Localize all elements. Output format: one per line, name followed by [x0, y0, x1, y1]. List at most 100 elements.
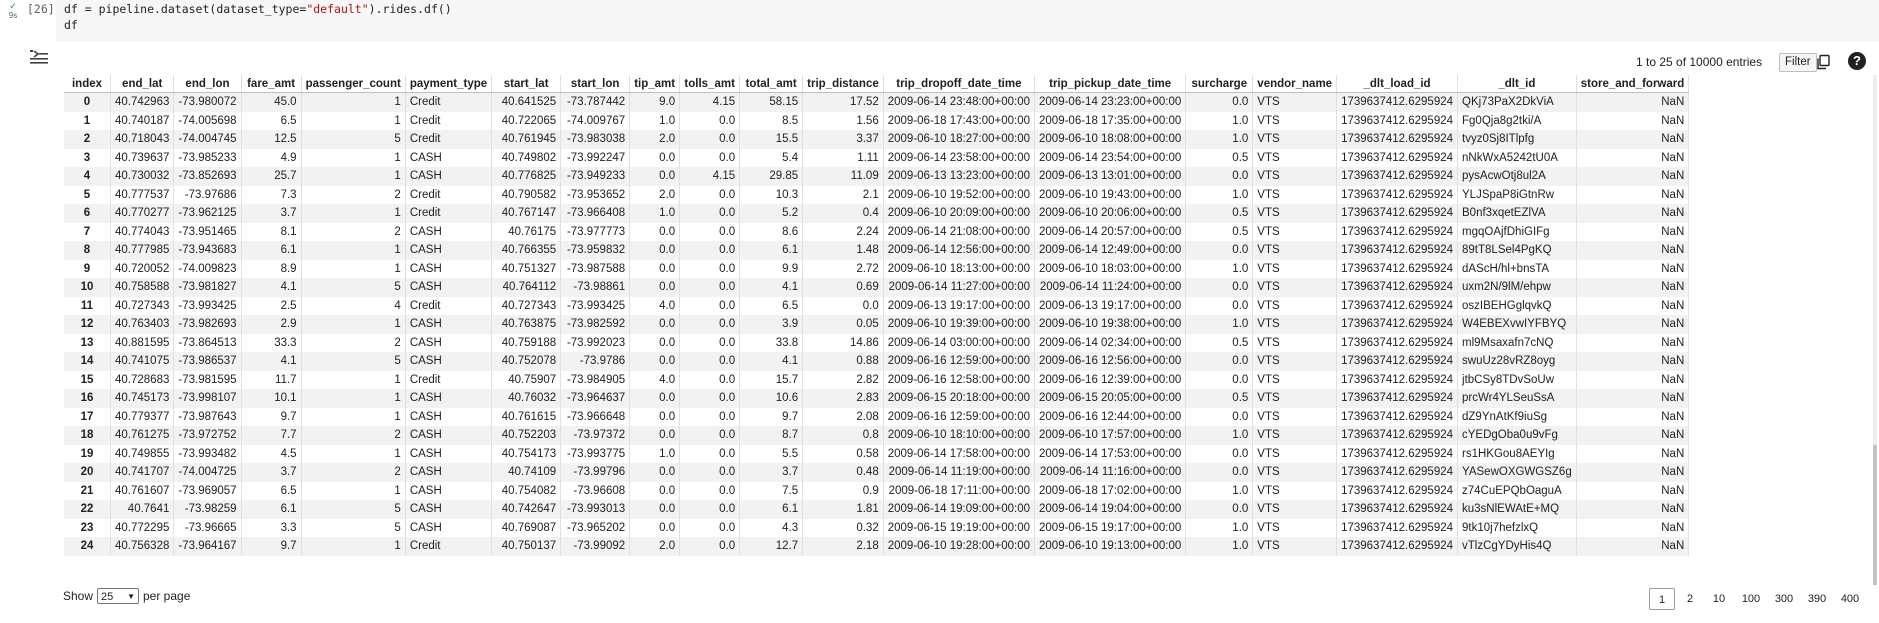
table-cell: 40.752203 — [491, 426, 562, 445]
table-cell: 2009-06-15 20:05:00+00:00 — [1034, 389, 1187, 408]
table-cell: CASH — [405, 333, 493, 352]
table-cell: 2009-06-14 23:48:00+00:00 — [883, 92, 1036, 112]
table-cell: 2009-06-13 13:23:00+00:00 — [883, 167, 1036, 186]
table-cell: 0.0 — [1185, 296, 1254, 315]
table-cell: 40.742963 — [110, 92, 175, 112]
table-cell: 40.722065 — [491, 111, 562, 130]
code-line-1: df = pipeline.dataset(dataset_type="defa… — [64, 2, 452, 17]
table-row: 2 40.718043 -74.004745 12.5 5 Credit 40.761945… — [64, 130, 1690, 149]
column-header-end-lat[interactable]: end_lat — [110, 75, 175, 93]
column-header-fare-amt[interactable]: fare_amt — [241, 75, 302, 93]
column-header-dlt-id[interactable]: _dlt_id — [1457, 75, 1577, 93]
table-cell: 5.4 — [739, 148, 804, 167]
column-header-tolls-amt[interactable]: tolls_amt — [679, 75, 741, 93]
row-index: 5 — [64, 185, 111, 204]
table-cell: 0.0 — [679, 259, 741, 278]
table-cell: 2009-06-14 17:53:00+00:00 — [1034, 444, 1187, 463]
column-header-total-amt[interactable]: total_amt — [739, 75, 804, 93]
table-cell: 10.3 — [739, 185, 804, 204]
table-cell: 1739637412.6295924 — [1336, 278, 1459, 297]
table-cell: 1739637412.6295924 — [1336, 333, 1459, 352]
table-cell: uxm2N/9lM/ehpw — [1457, 278, 1577, 297]
table-cell: 2.83 — [802, 389, 884, 408]
column-header-trip-dropoff-date-time[interactable]: trip_dropoff_date_time — [883, 75, 1036, 93]
table-cell: 0.0 — [679, 111, 741, 130]
table-cell: -73.959832 — [560, 241, 631, 260]
table-cell: 1739637412.6295924 — [1336, 463, 1459, 482]
table-cell: CASH — [405, 426, 493, 445]
table-cell: 0.0 — [629, 167, 681, 186]
table-cell: 0.0 — [679, 278, 741, 297]
row-index: 22 — [64, 500, 111, 519]
column-header-index[interactable]: index — [64, 75, 111, 93]
table-cell: 2009-06-14 19:09:00+00:00 — [883, 500, 1036, 519]
page-button-390[interactable]: 390 — [1807, 593, 1827, 605]
row-index: 2 — [64, 130, 111, 149]
row-index: 4 — [64, 167, 111, 186]
column-header-surcharge[interactable]: surcharge — [1185, 75, 1254, 93]
page-button-10[interactable]: 10 — [1712, 593, 1726, 605]
column-header-tip-amt[interactable]: tip_amt — [629, 75, 681, 93]
table-cell: 2009-06-16 12:44:00+00:00 — [1034, 407, 1187, 426]
scrollbar-thumb[interactable] — [1873, 445, 1877, 585]
code-editor[interactable]: df = pipeline.dataset(dataset_type="defa… — [56, 0, 1879, 42]
row-index: 20 — [64, 463, 111, 482]
column-header-trip-distance[interactable]: trip_distance — [802, 75, 884, 93]
column-header-start-lat[interactable]: start_lat — [491, 75, 562, 93]
page-button-1[interactable]: 1 — [1649, 588, 1675, 610]
table-cell: VTS — [1252, 518, 1338, 537]
column-header-passenger-count[interactable]: passenger_count — [301, 75, 406, 93]
table-cell: 12.5 — [241, 130, 302, 149]
table-cell: 0.0 — [679, 463, 741, 482]
table-cell: -73.951465 — [173, 222, 242, 241]
table-cell: -73.966648 — [560, 407, 631, 426]
table-cell: 1.0 — [629, 111, 681, 130]
page-button-300[interactable]: 300 — [1774, 593, 1794, 605]
table-cell: VTS — [1252, 148, 1338, 167]
table-cell: 45.0 — [241, 92, 302, 112]
column-header-payment-type[interactable]: payment_type — [405, 75, 493, 93]
table-body: 0 40.742963 -73.980072 45.0 1 Credit 40.641525… — [64, 92, 1690, 556]
table-cell: z74CuEPQbOaguA — [1457, 481, 1577, 500]
table-cell: 0.0 — [629, 518, 681, 537]
table-cell: 2 — [301, 333, 406, 352]
page-size-select[interactable]: 25 ▼ — [97, 588, 139, 604]
page-button-2[interactable]: 2 — [1686, 593, 1694, 605]
row-index: 14 — [64, 352, 111, 371]
table-cell: 15.5 — [739, 130, 804, 149]
page-button-100[interactable]: 100 — [1741, 593, 1761, 605]
table-cell: VTS — [1252, 296, 1338, 315]
column-header-vendor-name[interactable]: vendor_name — [1252, 75, 1338, 93]
column-header-trip-pickup-date-time[interactable]: trip_pickup_date_time — [1034, 75, 1187, 93]
table-cell: 0.0 — [629, 481, 681, 500]
table-cell: 3.9 — [739, 315, 804, 334]
table-cell: 0.0 — [1185, 92, 1254, 112]
output-toggle-icon[interactable] — [29, 48, 49, 66]
table-cell: 40.718043 — [110, 130, 175, 149]
table-cell: 5 — [301, 278, 406, 297]
table-cell: Credit — [405, 537, 493, 556]
table-cell: 0.0 — [1185, 167, 1254, 186]
table-cell: 8.1 — [241, 222, 302, 241]
table-cell: VTS — [1252, 111, 1338, 130]
table-cell: 2.0 — [629, 537, 681, 556]
table-cell: 1 — [301, 92, 406, 112]
column-header-store-and-forward[interactable]: store_and_forward — [1576, 75, 1690, 93]
column-header-end-lon[interactable]: end_lon — [173, 75, 242, 93]
table-cell: 1.0 — [1185, 185, 1254, 204]
table-cell: 2.24 — [802, 222, 884, 241]
filter-button[interactable]: Filter — [1779, 53, 1817, 72]
row-index: 1 — [64, 111, 111, 130]
vertical-scrollbar[interactable] — [1873, 75, 1877, 585]
code-string: "default" — [306, 2, 369, 16]
copy-icon[interactable] — [1815, 54, 1831, 70]
column-header-start-lon[interactable]: start_lon — [560, 75, 631, 93]
table-cell: 3.37 — [802, 130, 884, 149]
table-cell: Credit — [405, 296, 493, 315]
table-cell: 0.0 — [679, 389, 741, 408]
table-cell: pysAcwOtj8ul2A — [1457, 167, 1577, 186]
column-header-dlt-load-id[interactable]: _dlt_load_id — [1336, 75, 1459, 93]
help-icon[interactable]: ? — [1848, 52, 1866, 70]
page-button-400[interactable]: 400 — [1840, 593, 1860, 605]
check-icon: ✓ — [9, 1, 17, 11]
